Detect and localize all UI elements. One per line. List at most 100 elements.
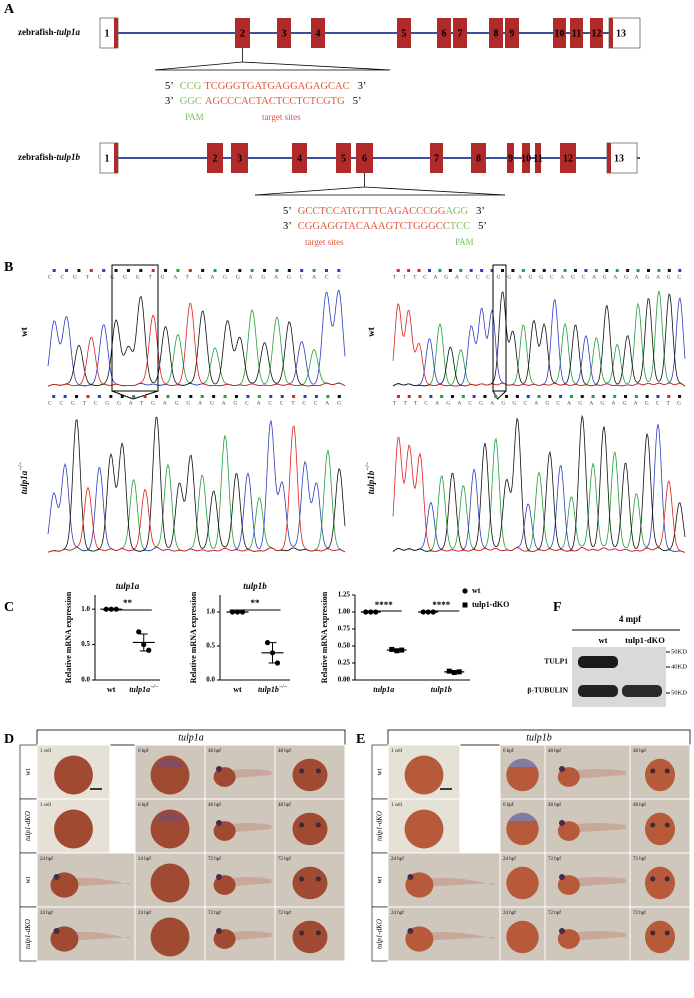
dna-strand: 5’ CCG TCGGGTGATGAGGAGAGCAC 3’ xyxy=(165,81,366,92)
base-dot xyxy=(396,395,400,398)
base-dot xyxy=(292,395,296,398)
base-dot xyxy=(532,269,536,272)
highlight-box xyxy=(111,264,159,392)
base-dot xyxy=(126,269,130,272)
base-dot xyxy=(188,269,192,272)
base-dot xyxy=(418,395,422,398)
stage-label: 1 cell xyxy=(40,749,52,754)
data-point xyxy=(389,646,395,652)
stage-label: 48 hpf xyxy=(208,803,221,808)
exon xyxy=(553,18,566,48)
dna-segment: 3’ xyxy=(476,206,485,217)
data-point xyxy=(146,647,152,653)
embryo-eye xyxy=(216,874,222,880)
base-dot xyxy=(263,269,267,272)
dna-strand: 3’ GGC AGCCCACTACTCCTCTCGTG 5’ xyxy=(165,96,361,107)
exon xyxy=(207,143,223,173)
embryo-tail xyxy=(421,931,495,941)
base-calls: TTTCAGACCCGGAGGCAGCAGAGAGAGC xyxy=(393,274,681,280)
embryo-eye xyxy=(315,930,321,936)
row-label: tulp1-dKO xyxy=(376,811,384,841)
base-dot xyxy=(537,395,541,398)
panel-label: D xyxy=(4,732,14,747)
data-point xyxy=(274,660,281,666)
y-axis-label: Relative mRNA expression xyxy=(189,591,198,683)
base-dot xyxy=(225,269,229,272)
y-tick-label: 1.0 xyxy=(206,608,215,616)
stage-label: 24 hpf xyxy=(503,857,516,862)
dna-segment: 5’ xyxy=(165,81,174,92)
embryo-cap xyxy=(508,812,537,821)
chromatogram-trace xyxy=(47,289,346,387)
y-tick-label: 0.0 xyxy=(81,676,90,684)
embryo-tail xyxy=(570,877,626,887)
base-dot xyxy=(280,395,284,398)
embryo-cap xyxy=(156,812,184,821)
stage-label: 24 hpf xyxy=(391,857,404,862)
genotype-gene: tulp1b xyxy=(366,470,376,494)
base-dot xyxy=(494,395,498,398)
panel-label: A xyxy=(4,2,15,17)
y-tick-label: 0.00 xyxy=(338,676,351,684)
base-dot xyxy=(591,395,595,398)
embryo-eye xyxy=(650,930,656,936)
dna-strand: 5’ GCCTCCATGTTTCAGACCCGGAGG 3’ xyxy=(283,206,485,217)
embryo xyxy=(54,809,93,849)
base-dot xyxy=(511,269,515,272)
lane-label: wt xyxy=(599,635,608,645)
embryo-yolk xyxy=(213,821,236,841)
utr-exon xyxy=(606,142,638,174)
gene-name: zebrafish-tulp1a xyxy=(18,27,81,37)
base-dot xyxy=(472,395,476,398)
base-dot xyxy=(77,269,81,272)
base-dot xyxy=(440,395,444,398)
embryo-yolk xyxy=(557,929,580,949)
stage-label: 24 hpf xyxy=(138,857,151,862)
embryo-head xyxy=(645,758,675,792)
genotype-superscript: −/− xyxy=(365,461,371,470)
dna-segment: CGGAGGTACAAAGTCTGGGCC xyxy=(298,221,450,232)
chromatogram-trace xyxy=(47,302,346,387)
embryo-eye xyxy=(407,874,414,880)
dna-segment: 3’ xyxy=(358,81,367,92)
embryo-tail xyxy=(66,877,131,887)
exon-label: 2 xyxy=(213,153,218,164)
embryo-eye xyxy=(315,876,321,882)
base-dot xyxy=(515,395,519,398)
base-dot xyxy=(120,395,124,398)
y-tick-label: 1.25 xyxy=(338,591,351,599)
embryo-eye xyxy=(53,928,60,934)
exon xyxy=(397,18,411,48)
base-dot xyxy=(594,269,598,272)
stage-label: 72 hpf xyxy=(548,911,561,916)
exon-label: 8 xyxy=(476,153,481,164)
dna-segment: 5’ xyxy=(283,206,292,217)
base-dot xyxy=(490,269,494,272)
embryo-eye xyxy=(559,928,565,934)
x-tick-label: tulp1a xyxy=(373,685,394,694)
blot-band xyxy=(622,685,662,697)
embryo-tail xyxy=(66,931,131,941)
exon xyxy=(570,18,583,48)
chromatogram-trace xyxy=(392,437,686,553)
genotype-label: tulp1a−/− xyxy=(18,461,29,494)
base-dot xyxy=(469,269,473,272)
embryo-tail xyxy=(570,769,626,779)
stage-label: 24 hpf xyxy=(138,911,151,916)
embryo-eye xyxy=(559,874,565,880)
exon-label: 12 xyxy=(592,28,602,39)
chromatogram-trace xyxy=(392,437,686,553)
exon xyxy=(471,143,486,173)
base-dot xyxy=(337,269,341,272)
data-point xyxy=(136,629,142,635)
exon xyxy=(437,18,451,48)
embryo xyxy=(150,917,190,957)
bracket xyxy=(364,186,506,196)
y-tick-label: 0.0 xyxy=(206,676,215,684)
base-dot xyxy=(75,395,79,398)
base-dot xyxy=(287,269,291,272)
stage-label: 48 hpf xyxy=(208,749,221,754)
error-bar xyxy=(392,648,401,652)
group-name: tulp1b xyxy=(258,685,279,694)
